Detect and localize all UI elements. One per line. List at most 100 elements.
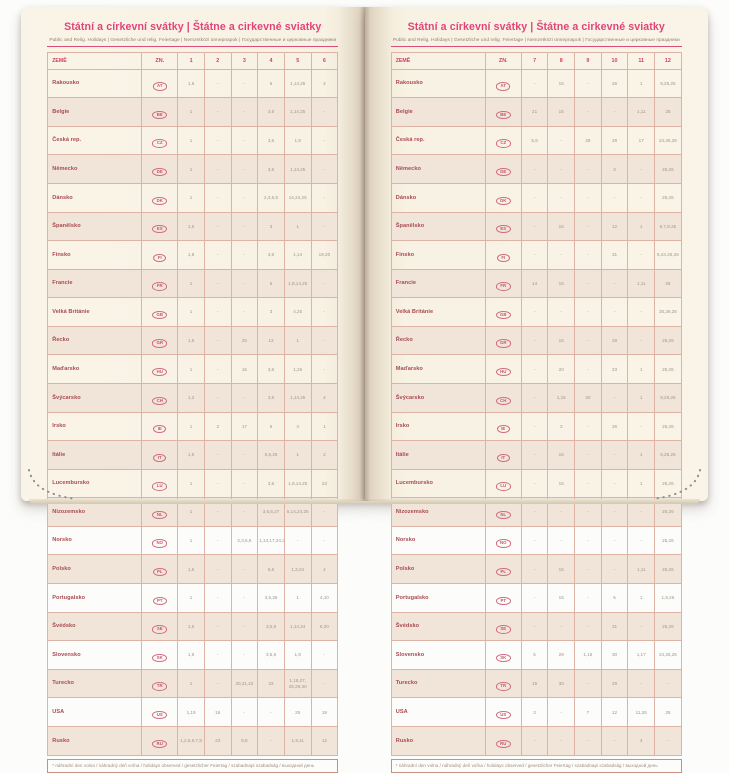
col-header-month-10: 10 bbox=[600, 51, 629, 70]
holiday-dates-cell: 26 bbox=[600, 411, 629, 442]
country-name: Irsko bbox=[390, 411, 486, 442]
country-name: Francie bbox=[390, 268, 486, 299]
holiday-dates-cell: 1 bbox=[310, 411, 339, 442]
holiday-dates-cell: 30 bbox=[547, 668, 576, 699]
holiday-dates-cell: 3,5,25 bbox=[257, 583, 285, 613]
holiday-dates-cell: - bbox=[203, 440, 232, 470]
holiday-dates-cell: - bbox=[600, 268, 629, 299]
holiday-dates-cell: 15 bbox=[547, 268, 576, 299]
holiday-dates-cell: 6,24,25,26 bbox=[654, 240, 682, 270]
holiday-dates-cell: - bbox=[600, 297, 629, 327]
country-row: Slovensko SK 5 29 1,15 30 1,17 24,25,26 bbox=[390, 640, 682, 670]
holiday-dates-cell: - bbox=[654, 725, 682, 756]
holiday-dates-cell: 1,6 bbox=[177, 640, 205, 670]
country-row: Dánsko DK - - - - -25,26 bbox=[390, 182, 682, 213]
holiday-dates-cell: - bbox=[520, 240, 549, 270]
country-name: Norsko bbox=[390, 525, 486, 556]
country-code-badge: BE bbox=[152, 110, 168, 120]
country-name: Rakousko bbox=[390, 68, 486, 99]
holiday-dates-cell: 1,8,25 bbox=[654, 583, 682, 613]
holiday-dates-cell: 8,25,26 bbox=[654, 68, 682, 99]
holiday-dates-cell: 24,25,26 bbox=[654, 125, 682, 156]
holiday-dates-cell: 1,15 bbox=[574, 640, 602, 670]
holiday-dates-cell: 25 bbox=[654, 97, 682, 127]
header-row: ZEMĚ ZN. 1 2 3 4 5 6 bbox=[47, 51, 339, 70]
holiday-dates-cell: - bbox=[203, 211, 232, 242]
country-name: Velká Británie bbox=[47, 297, 143, 327]
country-code-cell: SE bbox=[484, 611, 522, 642]
holiday-dates-cell: - bbox=[574, 354, 602, 384]
holiday-dates-cell: 12 bbox=[600, 211, 629, 242]
holiday-dates-cell: 11,26 bbox=[627, 697, 656, 727]
holiday-dates-cell: 1,14,25 bbox=[283, 97, 312, 127]
left-page: Státní a církevní svátky | Štátne a cirk… bbox=[21, 7, 365, 773]
col-header-month-11: 11 bbox=[627, 51, 656, 70]
holiday-dates-cell: - bbox=[230, 125, 259, 156]
country-row: Velká Británie GB - - - - -25,26,28 bbox=[390, 297, 682, 327]
holiday-dates-cell: - bbox=[230, 97, 259, 127]
country-name: Lucembursko bbox=[47, 468, 143, 499]
country-code-badge: SE bbox=[495, 625, 511, 634]
footnote: * náhradní den volna / náhradný deň voľn… bbox=[390, 758, 682, 773]
country-name: Portugalsko bbox=[47, 583, 143, 613]
country-name: Belgie bbox=[390, 97, 486, 127]
country-code-badge: BE bbox=[495, 110, 511, 120]
country-code-cell: GR bbox=[484, 325, 522, 356]
holiday-dates-cell: 15 bbox=[547, 68, 576, 99]
country-row: Turecko TR 15 30-29- - bbox=[390, 668, 682, 699]
country-code-cell: RU bbox=[141, 725, 179, 756]
country-name: Švýcarsko bbox=[390, 383, 486, 413]
country-row: Portugalsko PT 1- -3,5,25 1 4,10 bbox=[47, 583, 339, 613]
country-code-badge: NL bbox=[495, 510, 511, 520]
holiday-dates-cell: - bbox=[547, 154, 576, 184]
holiday-dates-cell: 25 bbox=[230, 325, 259, 356]
country-code-cell: HU bbox=[484, 354, 522, 384]
country-code-cell: DE bbox=[141, 154, 179, 184]
holiday-dates-cell: - bbox=[203, 297, 232, 327]
country-row: Lucembursko LU -15- -1 25,26 bbox=[390, 468, 682, 499]
holiday-dates-cell: 29 bbox=[600, 668, 629, 699]
holiday-dates-cell: - bbox=[203, 497, 232, 527]
holiday-dates-cell: 25 bbox=[654, 268, 682, 299]
holiday-dates-cell: 15 bbox=[520, 668, 549, 699]
holiday-dates-cell: 15 bbox=[547, 583, 576, 613]
col-header-month-6: 6 bbox=[310, 51, 339, 70]
holiday-dates-cell: 25,26 bbox=[654, 182, 682, 213]
country-name: Španělsko bbox=[47, 211, 143, 242]
holiday-dates-cell: 3,6 bbox=[257, 125, 285, 156]
country-row: Rusko RU - - - -4- bbox=[390, 725, 682, 756]
holiday-dates-cell: - bbox=[574, 325, 602, 356]
country-code-badge: SK bbox=[495, 653, 511, 663]
holiday-dates-cell: 4 bbox=[283, 411, 312, 442]
country-row: Slovensko SK 1,6- -3,5,6 1,8- bbox=[47, 640, 339, 670]
holiday-dates-cell: 31 bbox=[600, 611, 629, 642]
country-row: Polsko PL -15- -1,11 25,26 bbox=[390, 554, 682, 585]
holiday-dates-cell: - bbox=[520, 611, 549, 642]
country-row: Španělsko ES -15-12 1 6,7,8,25 bbox=[390, 211, 682, 242]
holiday-dates-cell: 25,26 bbox=[654, 154, 682, 184]
holiday-dates-cell: 1 bbox=[177, 468, 205, 499]
country-code-badge: US bbox=[152, 710, 168, 720]
title-rule bbox=[390, 45, 682, 47]
holiday-dates-cell: - bbox=[574, 554, 602, 585]
holiday-dates-cell: 1,15 bbox=[547, 383, 576, 413]
holiday-dates-cell: 1 bbox=[177, 354, 205, 384]
holiday-dates-cell: - bbox=[203, 640, 232, 670]
col-header-month-4: 4 bbox=[257, 51, 285, 70]
holiday-dates-cell: - bbox=[520, 725, 549, 756]
holiday-dates-cell: 3 bbox=[257, 297, 285, 327]
holiday-dates-cell: 1,14,25 bbox=[283, 154, 312, 184]
holiday-dates-cell: - bbox=[257, 725, 285, 756]
holiday-dates-cell: 15 bbox=[230, 354, 259, 384]
holiday-dates-cell: 24,25,26 bbox=[654, 640, 682, 670]
holiday-dates-cell: - bbox=[600, 725, 629, 756]
holiday-dates-cell: 15 bbox=[547, 97, 576, 127]
page-title: Státní a církevní svátky | Štátne a cirk… bbox=[64, 21, 322, 33]
country-name: Maďarsko bbox=[390, 354, 486, 384]
country-code-badge: FI bbox=[153, 253, 167, 262]
country-name: Nizozemsko bbox=[390, 497, 486, 527]
country-code-badge: HU bbox=[152, 368, 168, 377]
holiday-dates-cell: 25,26 bbox=[654, 325, 682, 356]
holiday-dates-cell: - bbox=[520, 583, 549, 613]
country-row: Portugalsko PT -15-5 1 1,8,25 bbox=[390, 583, 682, 613]
